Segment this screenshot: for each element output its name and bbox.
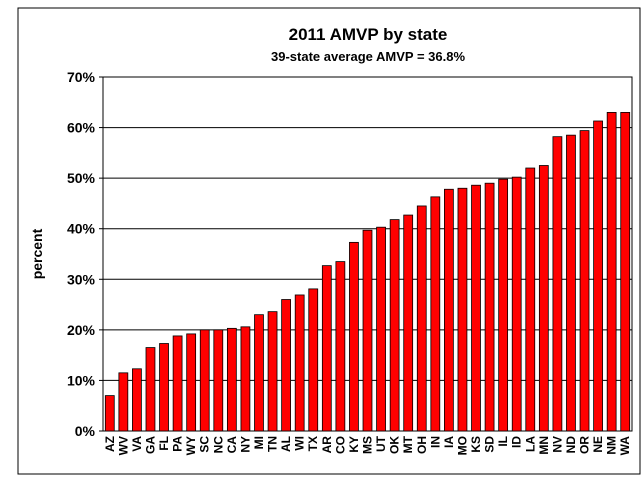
x-tick-label: NE <box>591 436 605 453</box>
x-tick-label: MO <box>455 436 469 455</box>
x-tick-label: IN <box>428 436 442 448</box>
bar <box>226 327 237 432</box>
bar <box>579 130 590 432</box>
x-tick-label: AR <box>320 436 334 454</box>
x-tick-label: SD <box>483 436 497 453</box>
x-tick-label: PA <box>171 436 185 452</box>
x-tick-label: MN <box>537 436 551 455</box>
x-tick-label: GA <box>143 436 157 454</box>
x-tick-label: AZ <box>103 436 117 452</box>
x-tick-label: FL <box>157 436 171 451</box>
bar <box>484 182 495 432</box>
bar <box>118 372 129 432</box>
x-tick-label: VA <box>130 436 144 452</box>
bar <box>471 184 481 432</box>
y-axis-label: percent <box>29 228 45 279</box>
bar <box>159 343 169 432</box>
chart-title: 2011 AMVP by state <box>289 25 448 44</box>
x-tick-label: NM <box>605 436 619 455</box>
bar <box>552 136 563 432</box>
y-tick-label: 60% <box>67 120 96 136</box>
bar <box>430 196 441 432</box>
x-tick-label: KY <box>347 436 361 453</box>
x-tick-label: TX <box>306 436 320 451</box>
bar <box>213 329 224 432</box>
bar <box>606 112 617 432</box>
x-tick-label: AL <box>279 436 293 452</box>
bar <box>593 120 603 432</box>
bar <box>444 188 454 432</box>
x-tick-label: TN <box>266 436 280 452</box>
x-tick-label: SC <box>198 436 212 453</box>
x-tick-label: WY <box>184 436 198 455</box>
bar <box>376 226 386 432</box>
bar <box>240 326 251 432</box>
y-tick-label: 30% <box>67 271 96 287</box>
bar <box>566 134 576 432</box>
bar <box>254 314 264 432</box>
x-tick-label: CA <box>225 436 239 454</box>
bar <box>186 333 197 432</box>
bar <box>457 187 468 432</box>
x-tick-label: ND <box>564 436 578 454</box>
x-tick-label: MT <box>401 435 415 453</box>
bar <box>538 165 549 432</box>
x-tick-label: NC <box>211 436 225 454</box>
bar <box>403 214 414 432</box>
bar <box>199 329 210 432</box>
bar <box>132 368 142 432</box>
x-tick-label: ID <box>510 436 524 448</box>
bar <box>362 229 373 432</box>
y-tick-label: 70% <box>67 69 96 85</box>
bar <box>620 112 631 432</box>
y-tick-label: 40% <box>67 221 96 237</box>
bar <box>389 219 400 432</box>
bar <box>281 299 291 432</box>
bar <box>525 167 536 432</box>
x-tick-label: OH <box>415 436 429 454</box>
x-tick-label: NV <box>550 436 564 453</box>
x-tick-label: NY <box>238 436 252 453</box>
x-tick-label: MI <box>252 436 266 449</box>
x-tick-label: CO <box>333 436 347 454</box>
bar <box>416 205 427 432</box>
x-tick-label: WV <box>116 436 130 455</box>
x-tick-label: IL <box>496 436 510 447</box>
x-tick-label: IA <box>442 436 456 448</box>
bar <box>104 395 115 432</box>
bar <box>145 347 156 432</box>
x-tick-label: UT <box>374 435 388 452</box>
bar <box>308 288 319 432</box>
chart-subtitle: 39-state average AMVP = 36.8% <box>271 49 465 64</box>
bar <box>335 261 346 432</box>
bar <box>294 294 305 432</box>
x-tick-label: KS <box>469 436 483 453</box>
bar <box>267 311 278 432</box>
y-tick-label: 0% <box>75 423 96 439</box>
x-tick-label: MS <box>361 436 375 454</box>
bar <box>498 178 509 432</box>
bar <box>349 241 359 432</box>
x-tick-label: OR <box>578 436 592 454</box>
x-tick-label: OK <box>388 436 402 454</box>
bar <box>172 335 183 432</box>
y-tick-label: 10% <box>67 372 96 388</box>
x-tick-label: WA <box>618 436 632 456</box>
y-tick-label: 50% <box>67 170 96 186</box>
x-tick-label: LA <box>523 436 537 452</box>
bar <box>321 265 332 432</box>
x-tick-label: WI <box>293 436 307 451</box>
y-tick-label: 20% <box>67 322 96 338</box>
bar <box>511 176 522 432</box>
